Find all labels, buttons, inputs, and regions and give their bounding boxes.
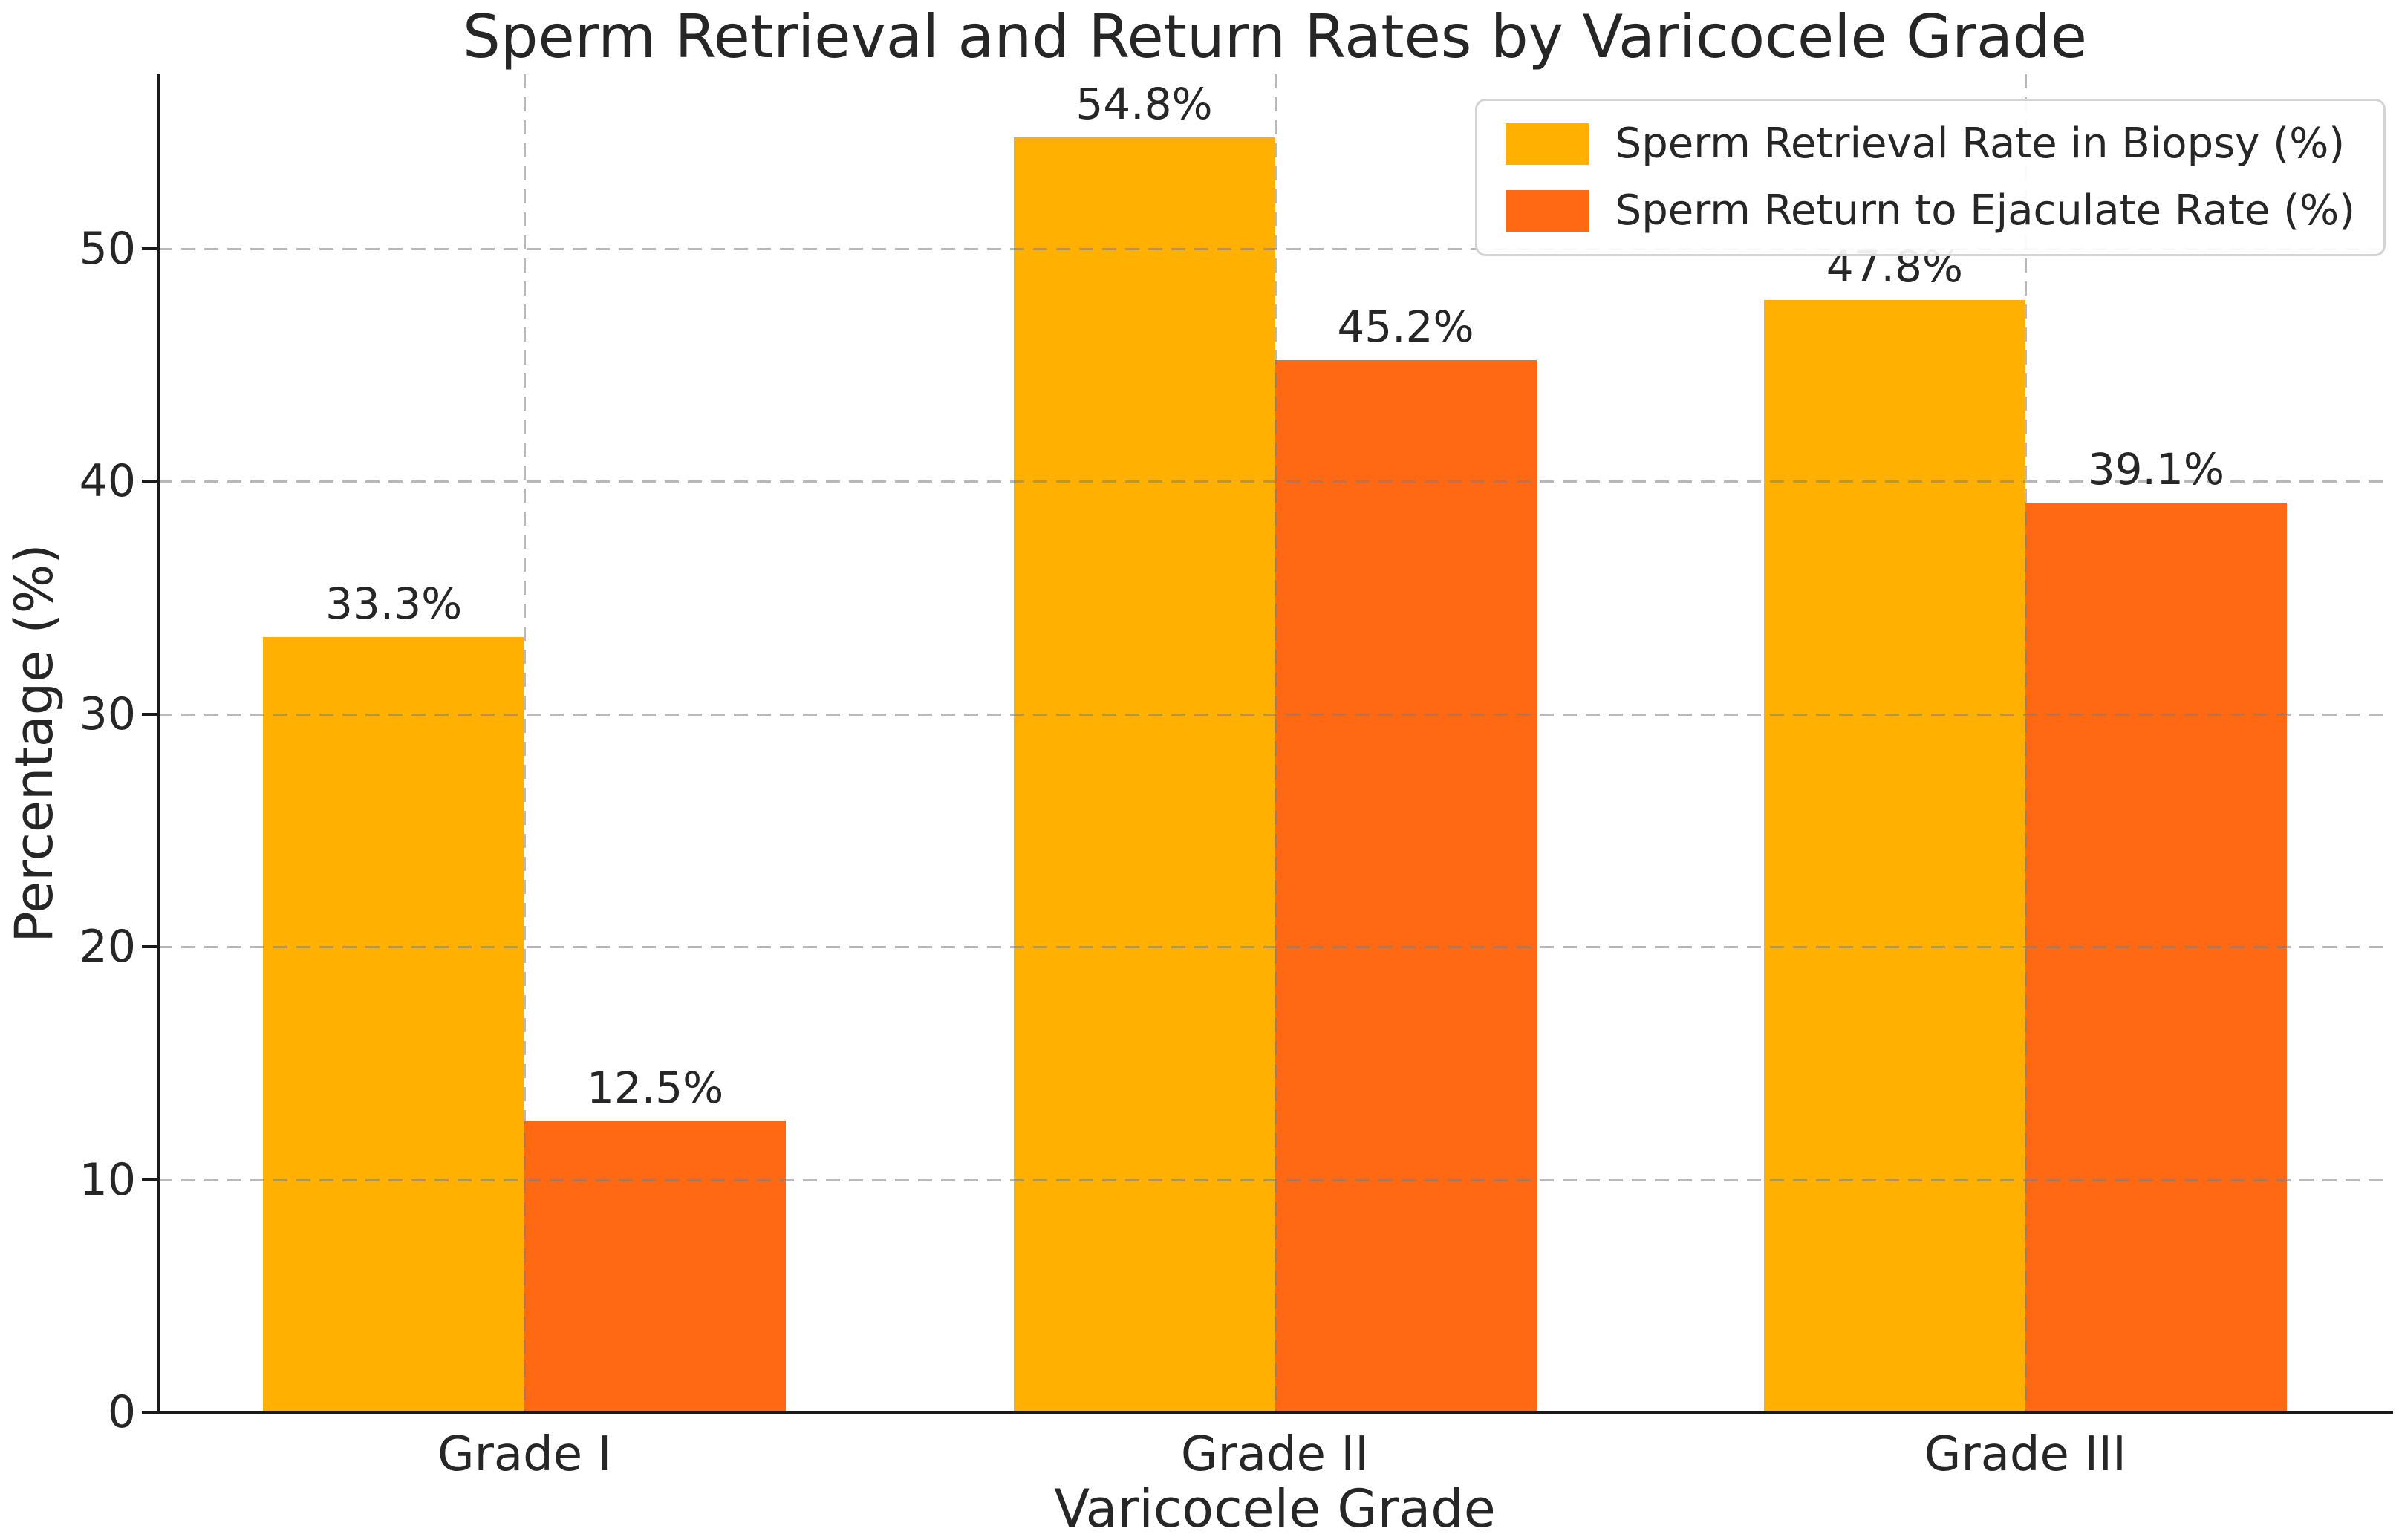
y-tick: [142, 247, 157, 251]
chart-title: Sperm Retrieval and Return Rates by Vari…: [462, 2, 2088, 71]
y-axis-label: Percentage (%): [4, 544, 65, 943]
x-gridline: [2024, 74, 2027, 1412]
legend-swatch: [1505, 123, 1589, 165]
x-gridline: [1274, 74, 1277, 1412]
spine-layer: [157, 74, 2393, 1414]
legend-swatch: [1505, 190, 1589, 232]
legend-item: Sperm Retrieval Rate in Biopsy (%): [1505, 120, 2355, 168]
bars-layer: [158, 74, 2392, 1412]
bar-value-label: 54.8%: [1075, 78, 1213, 129]
annotation-layer: 33.3% 54.8% 47.8% 12.5% 45.2% 39.1%: [158, 74, 2392, 1412]
bar-value-label: 45.2%: [1337, 301, 1474, 353]
y-tick: [142, 712, 157, 716]
y-tick-label: 30: [79, 688, 136, 740]
y-tick: [142, 1178, 157, 1181]
legend-label: Sperm Retrieval Rate in Biopsy (%): [1615, 120, 2346, 168]
y-axis-spine: [157, 74, 160, 1412]
y-tick-label: 0: [107, 1386, 136, 1438]
y-tick-label: 10: [79, 1153, 136, 1206]
y-tick: [142, 480, 157, 483]
grid-layer: [158, 74, 2392, 1412]
bar-return-grade-ii: [1275, 360, 1537, 1412]
legend: Sperm Retrieval Rate in Biopsy (%) Sperm …: [1474, 99, 2386, 256]
x-tick-label: Grade II: [1180, 1427, 1370, 1482]
bar-value-label: 12.5%: [587, 1063, 724, 1114]
x-axis-label: Varicocele Grade: [1054, 1478, 1496, 1539]
bar-retrieval-grade-i: [263, 637, 525, 1412]
legend-label: Sperm Return to Ejaculate Rate (%): [1615, 186, 2355, 235]
bar-return-grade-i: [524, 1121, 787, 1412]
plot-area: 33.3% 54.8% 47.8% 12.5% 45.2% 39.1% Sperm Ret…: [157, 74, 2393, 1414]
legend-item: Sperm Return to Ejaculate Rate (%): [1505, 186, 2355, 235]
x-tick-label: Grade I: [437, 1427, 612, 1482]
bar-return-grade-iii: [2025, 502, 2287, 1412]
x-axis-spine: [157, 1411, 2393, 1414]
y-tick-label: 40: [79, 455, 136, 508]
y-tick: [142, 945, 157, 949]
x-gridline: [524, 74, 527, 1412]
bar-retrieval-grade-iii: [1763, 300, 2025, 1412]
y-tick-label: 50: [79, 223, 136, 275]
bar-value-label: 39.1%: [2087, 443, 2224, 495]
bar-retrieval-grade-ii: [1013, 137, 1275, 1412]
bar-value-label: 33.3%: [325, 578, 463, 630]
x-tick-label: Grade III: [1924, 1427, 2126, 1482]
y-tick: [142, 1411, 157, 1414]
y-tick-label: 20: [79, 921, 136, 973]
